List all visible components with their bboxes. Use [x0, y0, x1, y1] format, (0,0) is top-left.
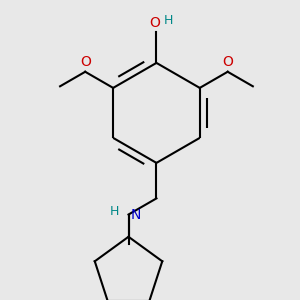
Text: H: H: [110, 206, 119, 218]
Text: O: O: [222, 55, 233, 69]
Text: O: O: [80, 55, 91, 69]
Text: N: N: [130, 208, 140, 221]
Text: H: H: [164, 14, 173, 27]
Text: O: O: [149, 16, 160, 30]
